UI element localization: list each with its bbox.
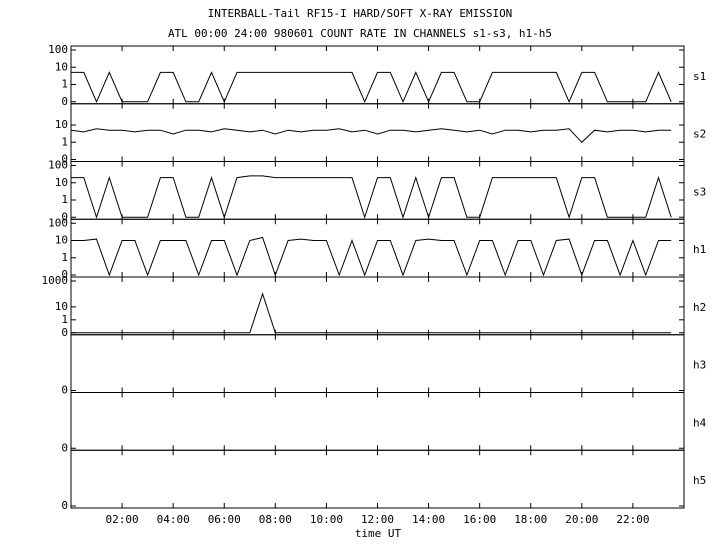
series-line	[71, 292, 672, 334]
y-tick-label: 0	[61, 153, 68, 166]
panel-frame	[70, 276, 685, 336]
y-tick-label: 1	[61, 251, 68, 264]
x-tick-label: 18:00	[514, 513, 547, 526]
y-tick-label: 10	[55, 234, 68, 247]
panel-label: s2	[693, 128, 706, 141]
y-tick-label: 10	[55, 300, 68, 313]
panel-label: h4	[693, 416, 707, 429]
panel-frame	[70, 449, 685, 509]
series-line	[71, 175, 672, 219]
y-tick-label: 1	[61, 78, 68, 91]
x-axis-label: time UT	[355, 527, 402, 540]
panel-label: h5	[693, 474, 706, 487]
panel-frame	[70, 392, 685, 451]
x-tick-label: 04:00	[157, 513, 190, 526]
chart-subtitle: ATL 00:00 24:00 980601 COUNT RATE IN CHA…	[168, 27, 552, 40]
x-tick-label: 12:00	[361, 513, 394, 526]
panel-label: h3	[693, 359, 706, 372]
y-tick-label: 0	[61, 95, 68, 108]
x-tick-label: 14:00	[412, 513, 445, 526]
series-line	[71, 236, 672, 277]
panel-frame	[70, 334, 685, 393]
chart-title: INTERBALL-Tail RF15-I HARD/SOFT X-RAY EM…	[208, 7, 513, 20]
panel-label: h2	[693, 301, 706, 314]
x-tick-label: 06:00	[208, 513, 241, 526]
y-tick-label: 10	[55, 60, 68, 73]
panel-label: h1	[693, 243, 706, 256]
y-tick-label: 0	[61, 441, 68, 454]
panel-label: s1	[693, 70, 706, 83]
series-line	[71, 71, 672, 104]
y-tick-label: 0	[61, 326, 68, 339]
y-tick-label: 100	[48, 43, 68, 56]
y-tick-label: 1	[61, 193, 68, 206]
x-tick-label: 22:00	[616, 513, 649, 526]
y-tick-label: 0	[61, 384, 68, 397]
series-line	[70, 128, 672, 144]
x-tick-label: 08:00	[259, 513, 292, 526]
y-tick-label: 10	[55, 176, 68, 189]
x-tick-label: 20:00	[565, 513, 598, 526]
panel-frame	[70, 161, 685, 220]
y-tick-label: 100	[48, 159, 68, 172]
x-tick-label: 02:00	[106, 513, 139, 526]
x-tick-label: 16:00	[463, 513, 496, 526]
y-tick-label: 0	[61, 499, 68, 512]
y-tick-label: 1	[61, 313, 68, 326]
panel-label: s3	[693, 185, 706, 198]
panel-frame	[70, 45, 685, 105]
x-tick-label: 10:00	[310, 513, 343, 526]
y-tick-label: 1	[61, 135, 68, 148]
y-tick-label: 10	[55, 118, 68, 131]
y-tick-label: 100	[48, 216, 68, 229]
y-tick-label: 0	[61, 268, 68, 281]
y-tick-label: 0	[61, 210, 68, 223]
y-tick-label: 1000	[42, 274, 69, 287]
